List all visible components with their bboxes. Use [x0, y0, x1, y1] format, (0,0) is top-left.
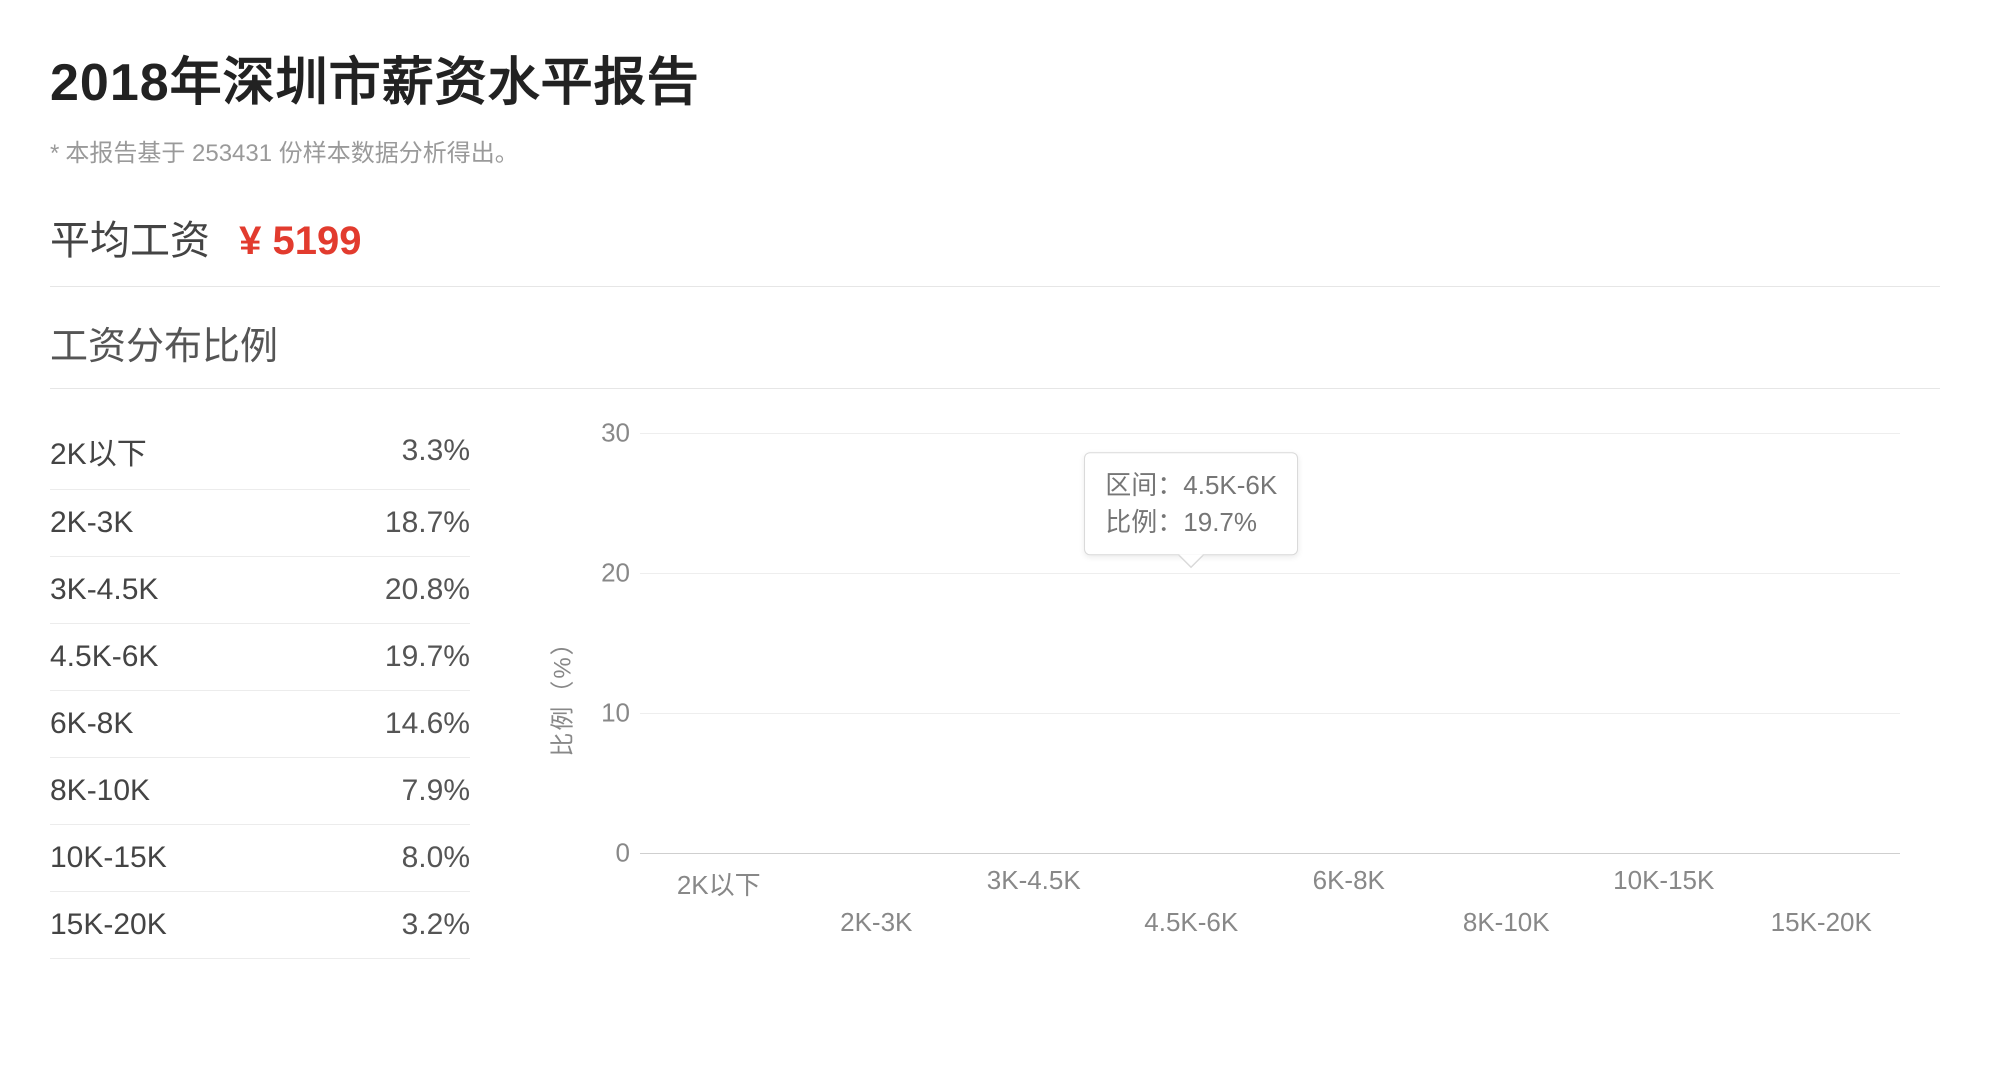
- table-row: 15K-20K 3.2%: [50, 892, 470, 959]
- table-pct: 14.6%: [385, 707, 470, 741]
- subtitle-asterisk: *: [50, 140, 59, 167]
- table-row: 3K-4.5K 20.8%: [50, 557, 470, 624]
- chart-xtick: 6K-8K: [1270, 865, 1428, 896]
- chart-xtick: 2K-3K: [798, 907, 956, 938]
- chart-plot-area: 2K以下2K-3K3K-4.5K4.5K-6K6K-8K8K-10K10K-15…: [640, 433, 1900, 853]
- chart-gridline: [640, 853, 1900, 854]
- table-pct: 18.7%: [385, 506, 470, 540]
- table-pct: 3.3%: [402, 434, 470, 468]
- table-pct: 7.9%: [402, 774, 470, 808]
- table-row: 2K-3K 18.7%: [50, 490, 470, 557]
- table-pct: 20.8%: [385, 573, 470, 607]
- table-range: 2K-3K: [50, 506, 133, 540]
- chart-gridline: [640, 433, 1900, 434]
- chart-ylabel: 比例（%）: [543, 629, 578, 756]
- report-subtitle: *本报告基于 253431 份样本数据分析得出。: [50, 133, 1940, 168]
- content-area: 2K以下 3.3% 2K-3K 18.7% 3K-4.5K 20.8% 4.5K-6K 19.…: [50, 413, 1940, 973]
- table-pct: 19.7%: [385, 640, 470, 674]
- chart-gridline: [640, 573, 1900, 574]
- table-row: 8K-10K 7.9%: [50, 758, 470, 825]
- chart-xtick: 3K-4.5K: [955, 865, 1113, 896]
- chart-ytick: 20: [586, 557, 630, 588]
- chart-ytick: 0: [586, 838, 630, 869]
- table-range: 8K-10K: [50, 774, 150, 808]
- salary-report-page: 2018年深圳市薪资水平报告 *本报告基于 253431 份样本数据分析得出。 …: [0, 0, 1990, 973]
- chart-xtick: 8K-10K: [1428, 907, 1586, 938]
- salary-bar-chart: 比例（%） 2K以下2K-3K3K-4.5K4.5K-6K6K-8K8K-10K…: [530, 413, 1940, 973]
- distribution-title: 工资分布比例: [50, 315, 1940, 389]
- table-row: 10K-15K 8.0%: [50, 825, 470, 892]
- chart-ytick: 30: [586, 418, 630, 449]
- table-range: 15K-20K: [50, 908, 167, 942]
- chart-gridline: [640, 713, 1900, 714]
- table-range: 4.5K-6K: [50, 640, 158, 674]
- average-salary-value: ¥ 5199: [239, 219, 361, 263]
- subtitle-text: 本报告基于 253431 份样本数据分析得出。: [65, 140, 518, 167]
- table-row: 6K-8K 14.6%: [50, 691, 470, 758]
- chart-ytick: 10: [586, 697, 630, 728]
- average-salary-row: 平均工资 ¥ 5199: [50, 208, 1940, 287]
- table-row: 4.5K-6K 19.7%: [50, 624, 470, 691]
- tooltip-line-pct: 比例：19.7%: [1105, 504, 1277, 540]
- chart-tooltip: 区间：4.5K-6K比例：19.7%: [1084, 452, 1298, 555]
- chart-xtick: 10K-15K: [1585, 865, 1743, 896]
- average-salary-label: 平均工资: [50, 219, 210, 263]
- chart-xtick: 4.5K-6K: [1113, 907, 1271, 938]
- table-range: 2K以下: [50, 429, 147, 473]
- table-range: 6K-8K: [50, 707, 133, 741]
- chart-xtick: 15K-20K: [1743, 907, 1901, 938]
- table-range: 10K-15K: [50, 841, 167, 875]
- distribution-table: 2K以下 3.3% 2K-3K 18.7% 3K-4.5K 20.8% 4.5K-6K 19.…: [50, 413, 470, 959]
- chart-xtick: 2K以下: [640, 865, 798, 902]
- tooltip-line-range: 区间：4.5K-6K: [1105, 467, 1277, 503]
- chart-wrap: 比例（%） 2K以下2K-3K3K-4.5K4.5K-6K6K-8K8K-10K…: [530, 413, 1940, 973]
- table-pct: 3.2%: [402, 908, 470, 942]
- table-row: 2K以下 3.3%: [50, 413, 470, 490]
- table-pct: 8.0%: [402, 841, 470, 875]
- page-title: 2018年深圳市薪资水平报告: [50, 40, 1940, 115]
- table-range: 3K-4.5K: [50, 573, 158, 607]
